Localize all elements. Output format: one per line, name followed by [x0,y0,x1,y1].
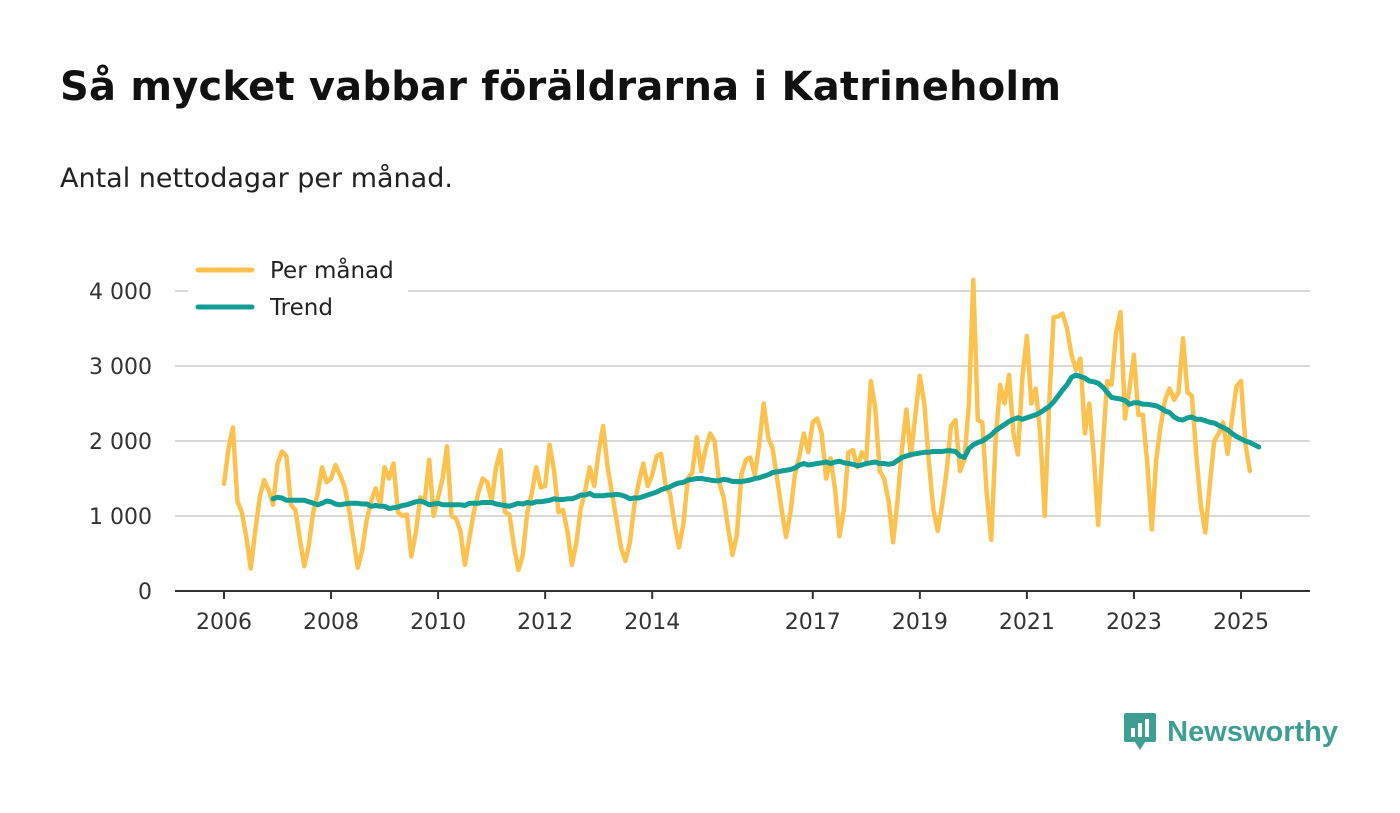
x-tick-label: 2017 [785,610,841,635]
legend: Per månad Trend [188,247,408,329]
x-tick-label: 2010 [410,610,466,635]
y-tick-label: 1 000 [89,505,152,530]
x-tick-label: 2019 [892,610,948,635]
brand-name: Newsworthy [1167,716,1338,749]
x-tick-label: 2023 [1106,610,1162,635]
y-tick-label: 4 000 [89,280,152,305]
y-tick-label: 2 000 [89,430,152,455]
x-tick-label: 2014 [624,610,680,635]
line-chart: 01 0002 0003 0004 000 2006 2008 2010 2012 20… [0,0,1400,813]
y-tick-label: 0 [138,580,152,605]
legend-label-trend: Trend [269,295,333,321]
x-tick-label: 2025 [1213,610,1269,635]
newsworthy-brand: Newsworthy [1123,712,1338,752]
newsworthy-logo-icon [1123,712,1157,752]
x-axis-ticks: 2006 2008 2010 2012 2014 2017 2019 2021 2023 2025 [175,591,1310,635]
x-tick-label: 2008 [303,610,359,635]
y-axis-ticks: 0 1 000 2 000 3 000 4 000 [89,280,152,605]
x-tick-label: 2006 [196,610,252,635]
legend-label-per-manad: Per månad [270,256,394,284]
x-tick-label: 2012 [517,610,573,635]
y-tick-label: 3 000 [89,355,152,380]
x-tick-label: 2021 [999,610,1055,635]
